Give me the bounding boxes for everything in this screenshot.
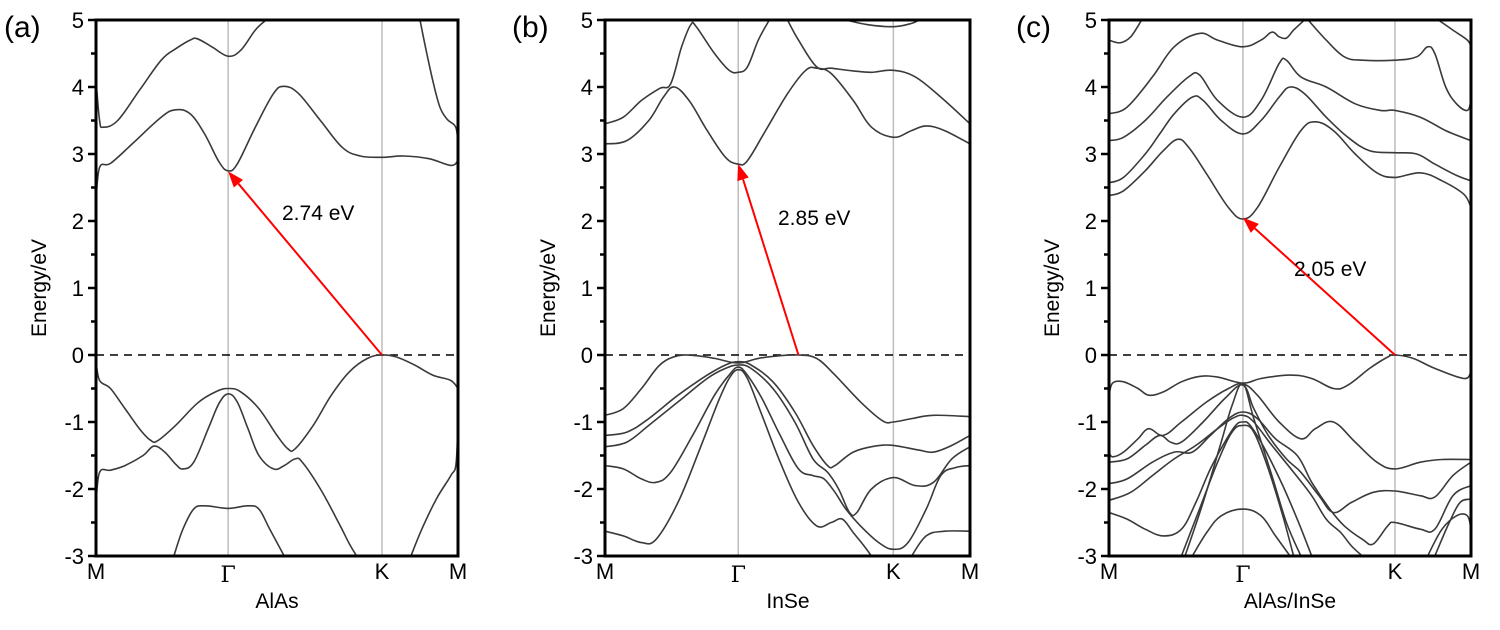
band-gap-label: 2.74 eV bbox=[282, 202, 354, 225]
band-cb3 bbox=[1109, 57, 1471, 142]
k-point-label-m: M bbox=[961, 559, 979, 584]
bands bbox=[605, 20, 970, 556]
panel-label: (a) bbox=[4, 11, 41, 44]
k-point-label-k: K bbox=[375, 559, 390, 584]
k-point-label-m: M bbox=[596, 559, 614, 584]
y-tick-label: 3 bbox=[72, 142, 84, 167]
band-vb5 bbox=[1109, 414, 1363, 556]
band-vb9 bbox=[1191, 508, 1291, 556]
y-tick-label: -2 bbox=[64, 477, 84, 502]
band-cb2 bbox=[96, 20, 267, 129]
k-point-label-k: K bbox=[1388, 559, 1403, 584]
y-tick-label: 4 bbox=[581, 75, 593, 100]
y-tick-label: -2 bbox=[1077, 477, 1097, 502]
band-gap-arrowhead bbox=[228, 171, 244, 188]
band-vb5 bbox=[605, 368, 873, 556]
y-tick-label: 4 bbox=[72, 75, 84, 100]
band-gap-arrow bbox=[1254, 227, 1396, 356]
band-cb5 bbox=[1307, 20, 1471, 112]
band-vb2 bbox=[96, 393, 358, 556]
band-gap-arrowhead bbox=[1242, 217, 1259, 233]
x-axis-title: InSe bbox=[766, 590, 809, 613]
band-vb2 bbox=[1109, 382, 1471, 470]
band-vb3 bbox=[605, 364, 970, 517]
plot-frame bbox=[94, 18, 460, 558]
band-vb3 bbox=[1109, 384, 1471, 514]
band-vb8 bbox=[1184, 382, 1302, 556]
band-vb6 bbox=[910, 530, 970, 556]
y-tick-label: -3 bbox=[1077, 544, 1097, 569]
bands bbox=[1109, 20, 1471, 556]
x-axis-title: AlAs bbox=[255, 590, 298, 613]
band-gap-label: 2.05 eV bbox=[1294, 258, 1366, 281]
bands bbox=[96, 20, 458, 556]
panel-c: 2.05 eV -3 -2 -1 0 1 2 3 4 5 M Γ K M AlAs/InSe Energy/e… bbox=[1016, 8, 1480, 613]
y-tick-label: 5 bbox=[1085, 8, 1097, 33]
y-tick-label: 0 bbox=[72, 343, 84, 368]
k-point-label-m: M bbox=[1462, 559, 1480, 584]
band-cb3 bbox=[786, 20, 970, 125]
y-tick-label: 2 bbox=[72, 209, 84, 234]
y-tick-label: 0 bbox=[581, 343, 593, 368]
band-vb4 bbox=[410, 388, 458, 556]
band-vb1 bbox=[1109, 354, 1471, 397]
band-cb7 bbox=[1437, 20, 1471, 48]
y-tick-label: -2 bbox=[573, 477, 593, 502]
band-gap-arrow bbox=[742, 179, 800, 356]
k-point-label-m: M bbox=[87, 559, 105, 584]
y-tick-label: 3 bbox=[581, 142, 593, 167]
k-point-label-k: K bbox=[886, 559, 901, 584]
band-vb1 bbox=[96, 354, 458, 453]
k-point-label-gamma: Γ bbox=[220, 563, 235, 588]
y-tick-label: 2 bbox=[1085, 209, 1097, 234]
band-cb1 bbox=[1109, 120, 1471, 220]
band-gap-arrow bbox=[237, 183, 383, 356]
y-tick-label: 1 bbox=[72, 276, 84, 301]
y-axis-title: Energy/eV bbox=[1041, 239, 1064, 337]
band-vb2 bbox=[605, 360, 970, 469]
band-vb1 bbox=[605, 354, 970, 424]
y-tick-label: 3 bbox=[1085, 142, 1097, 167]
k-point-label-m: M bbox=[449, 559, 467, 584]
y-tick-label: -3 bbox=[64, 544, 84, 569]
band-vb6 bbox=[1109, 420, 1313, 556]
y-tick-label: -1 bbox=[64, 410, 84, 435]
band-vb4 bbox=[605, 366, 970, 551]
band-vb10 bbox=[1426, 513, 1471, 556]
y-tick-label: 0 bbox=[1085, 343, 1097, 368]
panel-label: (b) bbox=[512, 11, 549, 44]
band-vb3 bbox=[173, 504, 285, 556]
y-tick-label: 5 bbox=[581, 8, 593, 33]
band-cb3 bbox=[419, 20, 458, 161]
y-axis-title: Energy/eV bbox=[537, 239, 560, 337]
panel-label: (c) bbox=[1016, 11, 1051, 44]
y-tick-label: 1 bbox=[1085, 276, 1097, 301]
y-tick-label: -1 bbox=[573, 410, 593, 435]
x-axis-title: AlAs/InSe bbox=[1244, 590, 1336, 613]
y-axis-title: Energy/eV bbox=[28, 239, 51, 337]
k-point-label-gamma: Γ bbox=[731, 563, 746, 588]
y-tick-label: 4 bbox=[1085, 75, 1097, 100]
band-vb11 bbox=[1434, 498, 1471, 556]
band-cb4 bbox=[1109, 20, 1306, 115]
y-tick-label: 5 bbox=[72, 8, 84, 33]
panel-a: 2.74 eV -3 -2 -1 0 1 2 3 4 5 M Γ K M AlAs Energy/eV (a) bbox=[4, 8, 467, 613]
band-cb1 bbox=[96, 85, 458, 201]
plot-frame bbox=[603, 18, 972, 558]
y-tick-label: 2 bbox=[581, 209, 593, 234]
band-cb2 bbox=[1109, 86, 1471, 184]
k-point-label-gamma: Γ bbox=[1235, 563, 1250, 588]
band-cb2 bbox=[605, 20, 770, 125]
band-cb1 bbox=[605, 66, 970, 166]
y-tick-label: -1 bbox=[1077, 410, 1097, 435]
band-cb4 bbox=[845, 20, 920, 28]
panel-b: 2.85 eV -3 -2 -1 0 1 2 3 4 5 M Γ K M InSe Energy/eV (b) bbox=[512, 8, 979, 613]
k-point-label-m: M bbox=[1100, 559, 1118, 584]
y-tick-label: 1 bbox=[581, 276, 593, 301]
band-gap-label: 2.85 eV bbox=[778, 207, 850, 230]
band-gap-arrowhead bbox=[737, 164, 749, 182]
band-cb6 bbox=[1109, 20, 1143, 44]
y-tick-label: -3 bbox=[573, 544, 593, 569]
